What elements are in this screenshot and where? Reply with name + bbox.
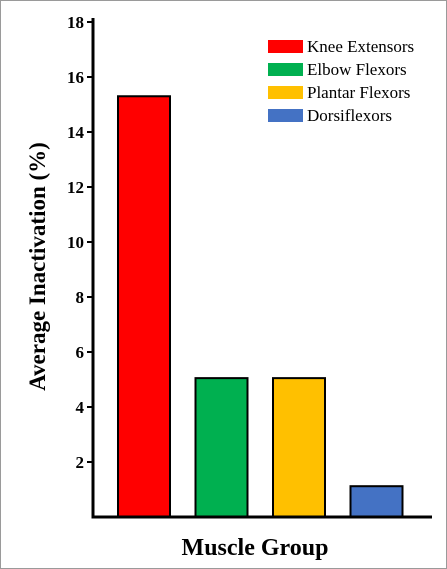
legend-label: Dorsiflexors bbox=[307, 106, 392, 125]
y-tick-label: 8 bbox=[76, 288, 85, 307]
legend-swatch bbox=[268, 63, 303, 76]
axes bbox=[91, 18, 432, 519]
bar-plantar-flexors bbox=[272, 377, 326, 518]
bar-dorsiflexors bbox=[349, 485, 404, 519]
y-tick-label: 12 bbox=[67, 178, 84, 197]
legend-swatch bbox=[268, 40, 303, 53]
y-tick-label: 16 bbox=[67, 68, 84, 87]
y-tick-label: 18 bbox=[67, 13, 84, 32]
bars bbox=[117, 95, 404, 519]
bar-elbow-flexors bbox=[194, 377, 249, 518]
y-tick-label: 6 bbox=[76, 343, 85, 362]
legend-swatch bbox=[268, 86, 303, 99]
legend-label: Plantar Flexors bbox=[307, 83, 410, 102]
y-tick-label: 4 bbox=[76, 398, 85, 417]
y-axis-title: Average Inactivation (%) bbox=[25, 142, 50, 391]
legend: Knee Extensors Elbow Flexors Plantar Flexo… bbox=[268, 37, 414, 125]
x-axis-title: Muscle Group bbox=[182, 535, 329, 561]
legend-label: Elbow Flexors bbox=[307, 60, 407, 79]
bar-knee-extensors bbox=[117, 95, 171, 518]
y-axis-ticks: 2 4 6 8 10 12 14 16 18 bbox=[67, 13, 93, 472]
legend-swatch bbox=[268, 109, 303, 122]
y-tick-label: 14 bbox=[67, 123, 85, 142]
y-tick-label: 2 bbox=[76, 453, 85, 472]
y-tick-label: 10 bbox=[67, 233, 84, 252]
legend-label: Knee Extensors bbox=[307, 37, 414, 56]
